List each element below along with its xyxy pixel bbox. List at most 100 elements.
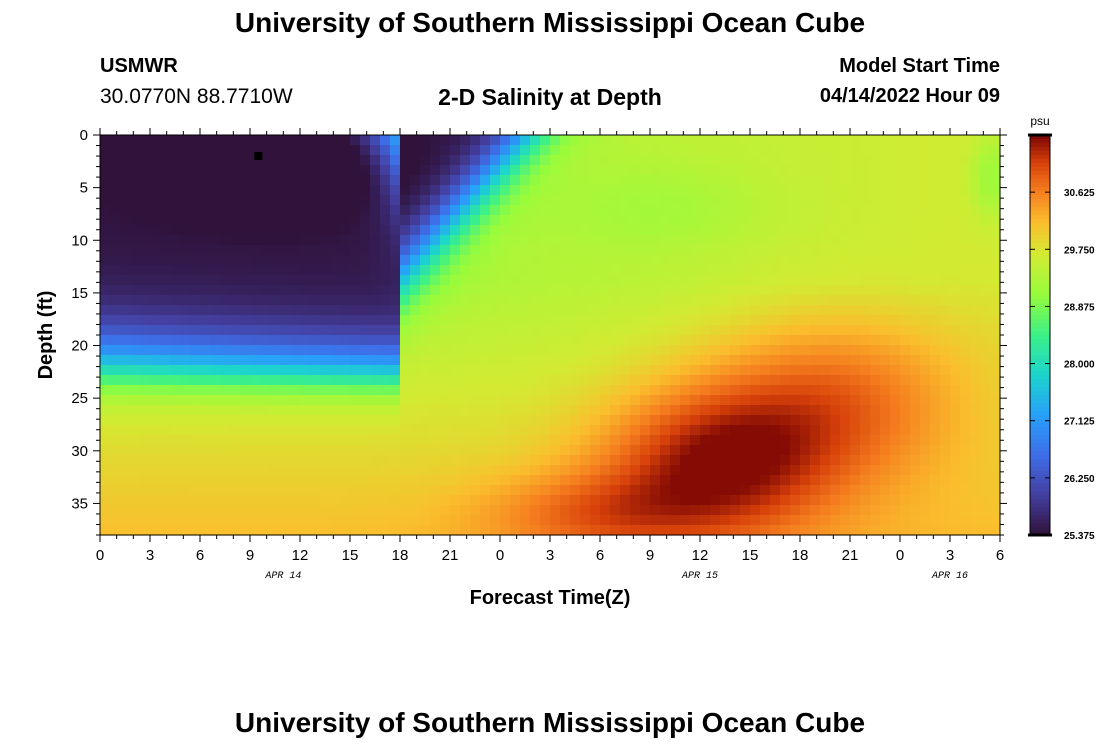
heat-cell (280, 135, 291, 146)
heat-cell (140, 365, 151, 376)
heat-cell (120, 425, 131, 436)
page-title: University of Southern Mississippi Ocean… (234, 7, 866, 38)
heat-cell (830, 305, 841, 316)
heat-cell (190, 525, 201, 536)
heat-cell (490, 145, 501, 156)
heat-cell (180, 155, 191, 166)
heat-cell (410, 475, 421, 486)
heat-cell (330, 405, 341, 416)
heat-cell (970, 145, 981, 156)
heat-cell (770, 285, 781, 296)
heat-cell (370, 485, 381, 496)
heat-cell (900, 165, 911, 176)
heat-cell (150, 335, 161, 346)
heat-cell (480, 455, 491, 466)
heat-cell (430, 135, 441, 146)
heat-cell (300, 355, 311, 366)
heat-cell (680, 265, 691, 276)
heat-cell (150, 465, 161, 476)
heat-cell (360, 445, 371, 456)
heat-cell (340, 365, 351, 376)
heat-cell (170, 205, 181, 216)
heat-cell (100, 225, 111, 236)
x-tick-label: 21 (842, 547, 859, 564)
heat-cell (210, 135, 221, 146)
heat-cell (810, 385, 821, 396)
heat-cell (610, 445, 621, 456)
heat-cell (110, 415, 121, 426)
heat-cell (720, 215, 731, 226)
heat-cell (520, 185, 531, 196)
heat-cell (140, 405, 151, 416)
heat-cell (390, 195, 401, 206)
heat-cell (580, 235, 591, 246)
heat-cell (620, 225, 631, 236)
heat-cell (490, 195, 501, 206)
heat-cell (820, 235, 831, 246)
heat-cell (460, 195, 471, 206)
heat-cell (220, 425, 231, 436)
heat-cell (840, 345, 851, 356)
heat-cell (330, 355, 341, 366)
colorbar-band (1030, 447, 1050, 452)
heat-cell (790, 295, 801, 306)
heat-cell (780, 375, 791, 386)
heat-cell (600, 455, 611, 466)
heat-cell (530, 465, 541, 476)
heat-cell (400, 295, 411, 306)
heat-cell (930, 225, 941, 236)
heat-cell (760, 135, 771, 146)
heat-cell (130, 515, 141, 526)
heat-cell (580, 455, 591, 466)
heat-cell (810, 335, 821, 346)
heat-cell (820, 195, 831, 206)
heat-cell (780, 185, 791, 196)
heat-cell (650, 425, 661, 436)
heat-cell (990, 275, 1001, 286)
heat-cell (460, 475, 471, 486)
heat-cell (510, 365, 521, 376)
heat-cell (990, 385, 1001, 396)
heat-cell (300, 345, 311, 356)
heat-cell (930, 475, 941, 486)
heat-cell (390, 365, 401, 376)
heat-cell (470, 155, 481, 166)
colorbar-band (1030, 247, 1050, 252)
heat-cell (900, 465, 911, 476)
heat-cell (340, 425, 351, 436)
heat-cell (880, 225, 891, 236)
heat-cell (650, 445, 661, 456)
heat-cell (920, 245, 931, 256)
heat-cell (720, 245, 731, 256)
heat-cell (440, 255, 451, 266)
heat-cell (380, 435, 391, 446)
heat-cell (500, 375, 511, 386)
heat-cell (750, 215, 761, 226)
heat-cell (490, 285, 501, 296)
heat-cell (510, 515, 521, 526)
heat-cell (170, 355, 181, 366)
heat-cell (290, 485, 301, 496)
heat-cell (620, 375, 631, 386)
heat-cell (620, 465, 631, 476)
heat-cell (100, 345, 111, 356)
heat-cell (280, 455, 291, 466)
heat-cell (550, 175, 561, 186)
heat-cell (440, 135, 451, 146)
heat-cell (250, 495, 261, 506)
heat-cell (750, 495, 761, 506)
heat-cell (270, 455, 281, 466)
heat-cell (580, 425, 591, 436)
heat-cell (190, 305, 201, 316)
heat-cell (970, 505, 981, 516)
heat-cell (540, 285, 551, 296)
heat-cell (830, 255, 841, 266)
heat-cell (150, 165, 161, 176)
heat-cell (740, 255, 751, 266)
heat-cell (170, 245, 181, 256)
heat-cell (860, 135, 871, 146)
heat-cell (800, 135, 811, 146)
heat-cell (660, 245, 671, 256)
heat-cell (730, 445, 741, 456)
heat-cell (550, 155, 561, 166)
